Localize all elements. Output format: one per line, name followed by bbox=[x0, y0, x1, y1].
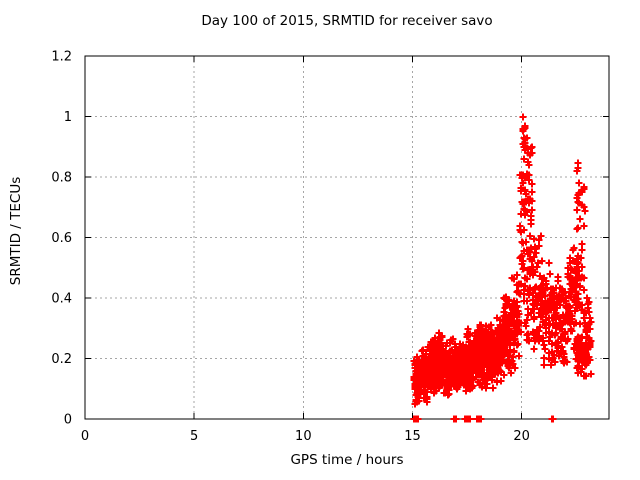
x-tick-label: 15 bbox=[404, 429, 421, 444]
gridlines bbox=[85, 56, 609, 419]
y-tick-label: 0.8 bbox=[51, 171, 72, 186]
x-tick-label: 0 bbox=[81, 429, 89, 444]
chart-title: Day 100 of 2015, SRMTID for receiver sav… bbox=[201, 13, 493, 29]
x-tick-label: 10 bbox=[295, 429, 312, 444]
y-tick-label: 1.2 bbox=[51, 50, 72, 65]
y-tick-label: 0.2 bbox=[51, 352, 72, 367]
y-tick-label: 0.6 bbox=[51, 231, 72, 246]
x-axis-label: GPS time / hours bbox=[290, 452, 404, 468]
x-tick-label: 20 bbox=[513, 429, 530, 444]
x-tick-label: 5 bbox=[190, 429, 198, 444]
y-tick-label: 0.4 bbox=[51, 292, 72, 307]
axis-ticks bbox=[84, 55, 609, 420]
y-tick-label: 0 bbox=[64, 413, 72, 428]
y-tick-label: 1 bbox=[64, 110, 72, 125]
data-points bbox=[410, 113, 595, 423]
